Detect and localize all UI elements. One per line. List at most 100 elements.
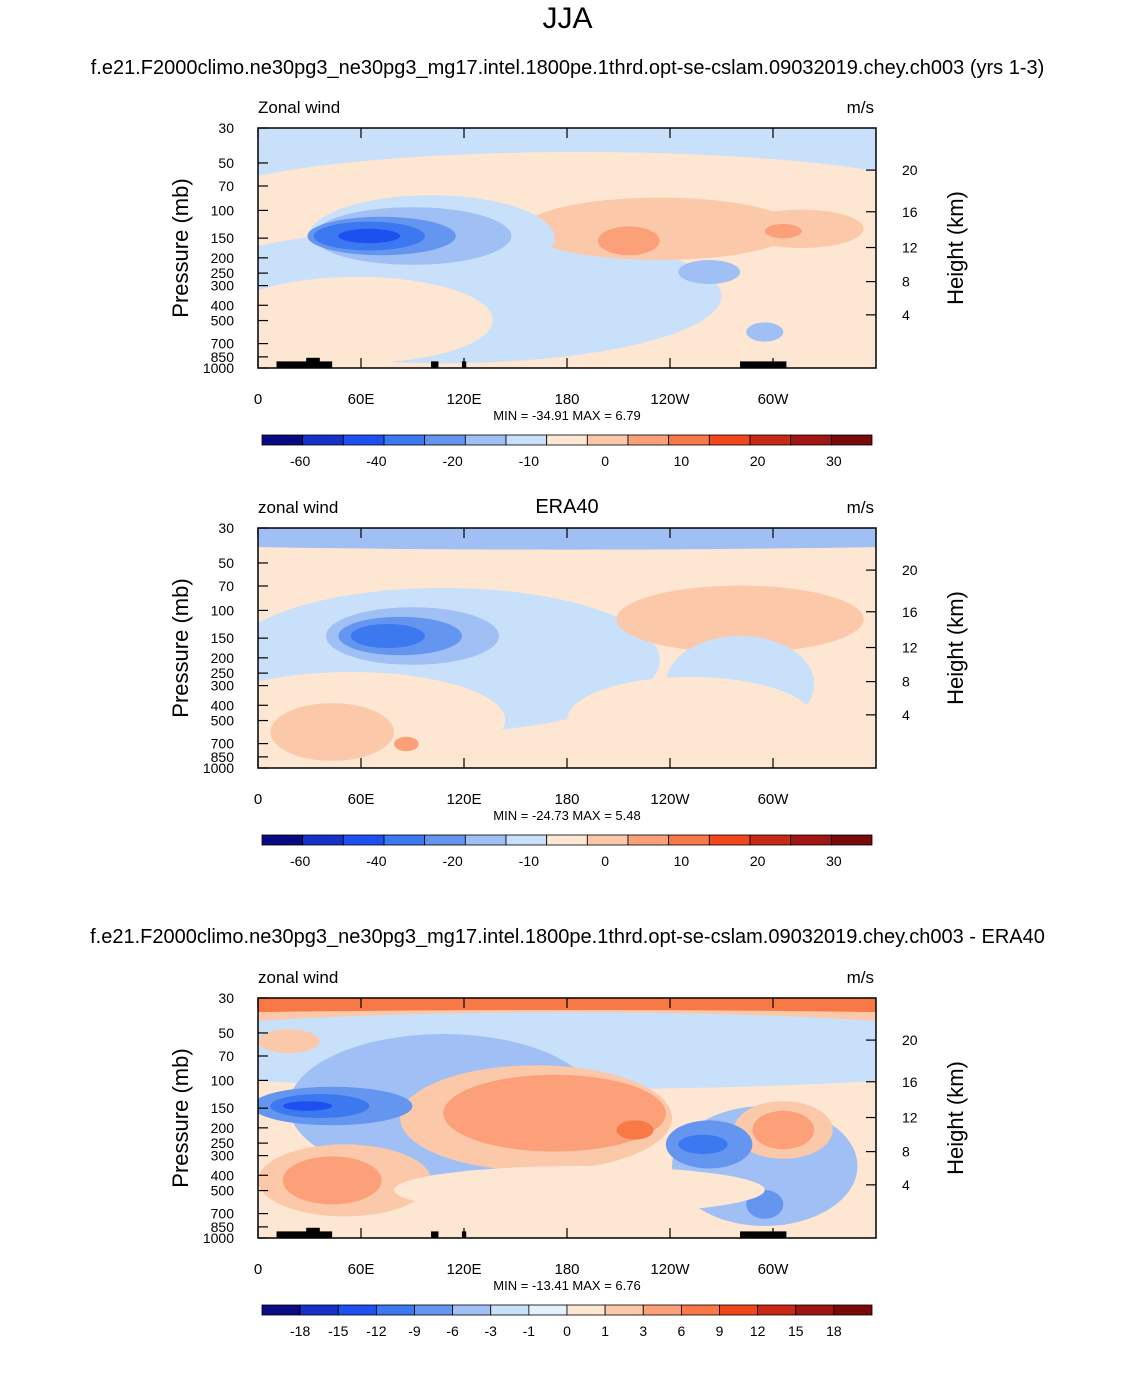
height-tick-label: 4	[902, 707, 910, 723]
contour-fill	[258, 528, 876, 768]
difference-panel: zonal wind m/s 0 60E 120E 180 120W 60W 30 50 70 100…	[0, 960, 1135, 1400]
colorbar-swatch	[505, 434, 548, 446]
y-tick-label: 500	[211, 713, 235, 729]
y-tick-label: 200	[211, 1120, 235, 1136]
x-tick-label: 120W	[650, 791, 690, 808]
colorbar-label: -60	[290, 453, 310, 469]
x-tick-label: 120W	[650, 391, 690, 408]
colorbar-swatch	[464, 834, 507, 846]
colorbar-label: 20	[750, 453, 766, 469]
y-axis-title: Pressure (mb)	[168, 578, 193, 717]
y-tick-label: 50	[218, 1025, 234, 1041]
contour-region	[740, 209, 864, 248]
colorbar-swatch	[546, 434, 588, 446]
y-tick-label: 150	[211, 230, 235, 246]
contour-fill	[258, 998, 876, 1238]
chart-svg: zonal wind m/s0 60E 120E 180 120W 60W305070100…	[168, 968, 968, 1339]
contour-region	[338, 228, 401, 244]
colorbar-swatch	[302, 434, 344, 446]
y-tick-label: 30	[218, 990, 234, 1006]
colorbar-swatch	[383, 434, 426, 446]
colorbar-swatch	[383, 834, 426, 846]
colorbar-label: 6	[677, 1323, 685, 1339]
y-tick-label: 70	[218, 178, 234, 194]
y-tick-label: 200	[211, 250, 235, 266]
topography-block	[276, 1231, 333, 1238]
height-tick-label: 20	[902, 562, 918, 578]
chart-svg: ERA40 zonal wind m/s 0 60E 120E 180 120W 60W 30 50…	[168, 496, 968, 869]
colorbar-swatch	[299, 1304, 339, 1316]
x-tick-label: 120W	[650, 1261, 690, 1278]
colorbar-swatch	[505, 834, 548, 846]
y-tick-label: 300	[211, 278, 235, 294]
y-tick-label: 250	[211, 265, 235, 281]
x-tick-label: 60W	[758, 391, 790, 408]
y-tick-label: 250	[211, 665, 235, 681]
height-tick-label: 8	[902, 674, 910, 690]
y-tick-label: 850	[211, 1219, 235, 1235]
y-tick-label: 500	[211, 313, 235, 329]
x-tick-label: 120E	[446, 1261, 481, 1278]
colorbar-swatch	[414, 1304, 454, 1316]
height-tick-label: 20	[902, 1032, 918, 1048]
y-tick-label: 30	[218, 520, 234, 536]
colorbar-swatch	[668, 434, 710, 446]
colorbar-swatch	[424, 434, 466, 446]
colorbar-swatch	[261, 834, 304, 846]
y-tick-label: 150	[211, 1100, 235, 1116]
x-tick-label: 180	[554, 791, 579, 808]
contour-region	[258, 276, 493, 364]
y-tick-label: 1000	[203, 760, 234, 776]
y-tick-label: 150	[211, 630, 235, 646]
colorbar-label: 3	[639, 1323, 647, 1339]
units-label: m/s	[847, 98, 874, 117]
y-tick-label: 30	[218, 120, 234, 136]
colorbar-swatch	[464, 434, 507, 446]
contour-region	[350, 624, 425, 648]
colorbar-swatch	[452, 1304, 492, 1316]
y-tick-label: 700	[211, 336, 235, 352]
y-tick-label: 400	[211, 297, 235, 313]
y-tick-label: 850	[211, 749, 235, 765]
colorbar-swatch	[708, 834, 751, 846]
colorbar-label: -9	[408, 1323, 421, 1339]
colorbar-label: 15	[788, 1323, 804, 1339]
y-tick-label: 50	[218, 555, 234, 571]
y-tick-label: 250	[211, 1135, 235, 1151]
colorbar-swatch	[757, 1304, 797, 1316]
contour-region	[393, 736, 419, 752]
y2-axis-title: Height (km)	[943, 591, 968, 705]
figure-title: JJA	[542, 2, 593, 35]
contour-region	[597, 226, 660, 256]
contour-region	[523, 197, 796, 260]
colorbar-label: 12	[750, 1323, 766, 1339]
contour-region	[752, 1110, 815, 1150]
colorbar-swatch	[604, 1304, 644, 1316]
contour-region	[393, 1166, 765, 1214]
colorbar-swatch	[790, 834, 832, 846]
height-tick-label: 20	[902, 162, 918, 178]
y2-axis-title: Height (km)	[943, 1061, 968, 1175]
colorbar-swatch	[342, 834, 385, 846]
colorbar-label: -18	[290, 1323, 310, 1339]
colorbar-swatch	[795, 1304, 835, 1316]
topography-block	[431, 361, 439, 368]
topography-block	[306, 357, 320, 368]
colorbar-swatch	[261, 434, 304, 446]
colorbar-swatch	[833, 1304, 873, 1316]
y-tick-label: 700	[211, 1206, 235, 1222]
colorbar-label: 10	[674, 853, 690, 869]
units-label: m/s	[847, 968, 874, 987]
x-tick-label: 60E	[348, 1261, 375, 1278]
colorbar-label: 30	[826, 853, 842, 869]
colorbar-swatch	[627, 434, 670, 446]
y-tick-label: 200	[211, 650, 235, 666]
contour-region	[616, 585, 864, 653]
x-tick-label: 60E	[348, 791, 375, 808]
colorbar-swatch	[546, 834, 588, 846]
contour-region	[764, 224, 802, 239]
colorbar-label: 30	[826, 453, 842, 469]
topography-block	[431, 1231, 439, 1238]
colorbar-swatch	[708, 434, 751, 446]
colorbar-label: 20	[750, 853, 766, 869]
